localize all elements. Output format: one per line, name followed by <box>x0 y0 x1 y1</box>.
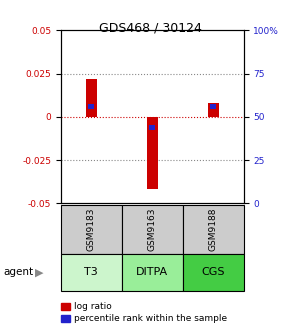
Text: T3: T3 <box>84 267 98 278</box>
Bar <box>210 104 216 109</box>
Bar <box>149 125 155 130</box>
Text: GSM9188: GSM9188 <box>209 208 218 251</box>
Text: log ratio: log ratio <box>74 302 112 311</box>
Text: GSM9163: GSM9163 <box>148 208 157 251</box>
Text: ▶: ▶ <box>35 267 44 278</box>
Bar <box>88 104 94 109</box>
Text: CGS: CGS <box>201 267 225 278</box>
Text: DITPA: DITPA <box>136 267 168 278</box>
Bar <box>147 117 158 190</box>
Text: percentile rank within the sample: percentile rank within the sample <box>74 314 227 323</box>
Text: GDS468 / 30124: GDS468 / 30124 <box>99 22 202 35</box>
Text: agent: agent <box>3 267 33 278</box>
Text: GSM9183: GSM9183 <box>87 208 96 251</box>
Bar <box>208 103 219 117</box>
Bar <box>86 79 97 117</box>
